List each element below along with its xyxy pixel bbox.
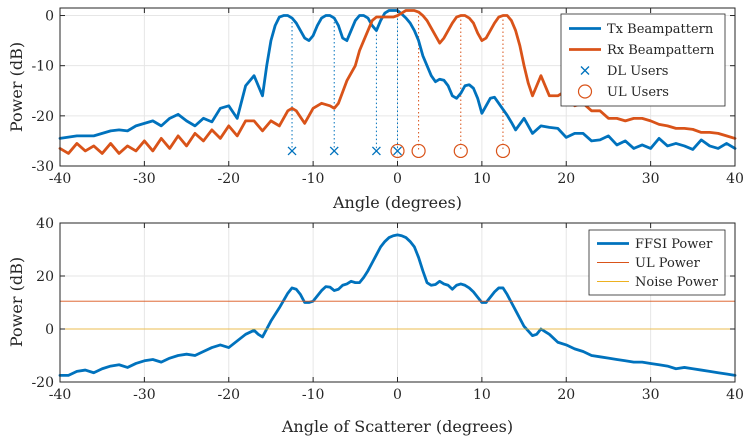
legend-item-tx-beampattern: Tx Beampattern [569,22,714,37]
ul-users-marker [390,143,405,159]
legend-label-ffsi-power: FFSI Power [635,237,713,252]
ul-users-marker [453,143,468,159]
legend-label-dl-users: DL Users [607,64,668,79]
beampattern-y-tick-label: -30 [31,159,54,175]
ffsi-x-axis-label: Angle of Scatterer (degrees) [281,417,513,436]
beampattern-x-tick-label: 0 [393,171,402,187]
ffsi-x-tick-label: 20 [557,387,575,403]
legend-label-ul-power: UL Power [635,256,701,271]
ffsi-y-tick-label: -20 [31,375,54,391]
beampattern-legend: Tx Beampattern Rx Beampattern DL Users UL U… [560,13,726,107]
ffsi-y-tick-label: 40 [36,216,54,232]
dl-users-marker [393,146,402,156]
legend-label-rx-beampattern: Rx Beampattern [607,43,715,58]
ffsi-y-tick-label: 0 [45,322,54,338]
beampattern-y-tick-label: 0 [45,9,54,25]
ffsi-x-tick-label: -40 [49,387,72,403]
ffsi-x-tick-label: 30 [642,387,660,403]
ffsi-y-axis-label: Power (dB) [7,257,26,347]
legend-label-tx-beampattern: Tx Beampattern [607,22,714,37]
beampattern-user-guide-lines [291,10,504,151]
beampattern-y-tick-label: -20 [31,109,54,125]
ffsi-power-line [58,233,737,377]
beampattern-x-tick-label: 40 [726,171,744,187]
ffsi-x-tick-label: 40 [726,387,744,403]
legend-item-ul-power: UL Power [597,256,701,271]
ffsi-x-tick-label: -20 [217,387,240,403]
beampattern-x-tick-label: -30 [133,171,156,187]
beampattern-series [58,9,737,155]
dl-users-marker [287,146,297,156]
ffsi-series [58,233,737,377]
beampattern-x-axis-label: Angle (degrees) [332,193,462,212]
dl-users-marker [329,146,339,156]
rx-beampattern-line [58,9,737,155]
legend-item-ul-users: UL Users [577,84,669,100]
beampattern-x-tick-label: 10 [473,171,491,187]
beampattern-y-axis-label: Power (dB) [7,42,26,132]
beampattern-x-tick-label: -10 [302,171,325,187]
ffsi-legend: FFSI Power UL Power Noise Power [588,229,726,296]
beampattern-user-markers [287,143,511,159]
beampattern-chart: -40 -30 -20 -10 0 10 20 30 400-10-20-30 Angle (d… [7,7,744,212]
legend-label-ul-users: UL Users [607,85,669,100]
ffsi-chart: -40 -30 -20 -10 0 10 20 30 40 40 20 0 -20 Angle of S… [7,216,744,436]
ul-users-marker [411,143,426,159]
ffsi-x-tick-label: 10 [473,387,491,403]
tx-beampattern-line [58,9,737,151]
beampattern-ticks: -40 -30 -20 -10 0 10 20 30 400-10-20-30 [31,8,744,187]
ffsi-x-tick-label: -30 [133,387,156,403]
legend-swatch-dl-users-2 [580,66,590,75]
ffsi-ticks: -40 -30 -20 -10 0 10 20 30 40 40 20 0 -20 [31,216,743,403]
legend-label-noise-power: Noise Power [635,275,719,290]
legend-item-noise-power: Noise Power [597,275,719,290]
ffsi-x-tick-label: 0 [393,387,402,403]
dl-users-marker [371,146,381,156]
beampattern-x-tick-label: -40 [49,171,72,187]
beampattern-x-tick-label: 30 [642,171,660,187]
ffsi-y-tick-label: 20 [36,269,54,285]
beampattern-x-tick-label: -20 [217,171,240,187]
legend-item-dl-users: DL Users [580,64,668,79]
ul-users-marker [495,143,511,159]
legend-item-rx-beampattern: Rx Beampattern [569,43,715,58]
legend-swatch-ul-users [577,84,593,99]
beampattern-y-tick-label: -10 [31,59,54,75]
beampattern-x-tick-label: 20 [557,171,575,187]
legend-item-ffsi-power: FFSI Power [597,237,713,252]
ffsi-x-tick-label: -10 [302,387,325,403]
